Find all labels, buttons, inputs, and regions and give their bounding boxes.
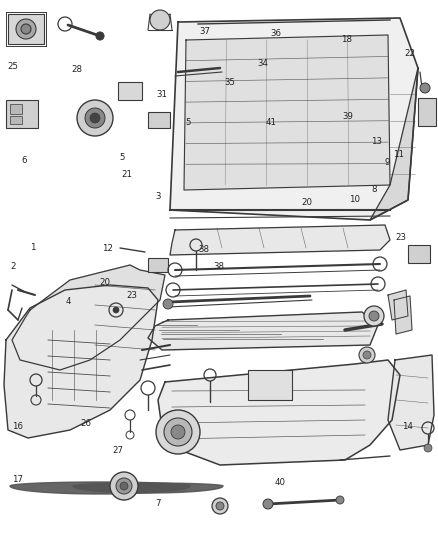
Text: 22: 22 — [404, 49, 415, 58]
Polygon shape — [73, 483, 223, 493]
Text: 41: 41 — [266, 118, 277, 127]
Polygon shape — [388, 290, 408, 320]
Text: 10: 10 — [349, 196, 360, 204]
Circle shape — [363, 351, 371, 359]
Text: 23: 23 — [126, 292, 137, 300]
Circle shape — [156, 410, 200, 454]
Polygon shape — [10, 482, 190, 494]
Circle shape — [369, 311, 379, 321]
Text: 2: 2 — [11, 262, 16, 271]
Polygon shape — [158, 360, 400, 465]
Circle shape — [212, 498, 228, 514]
Text: 6: 6 — [21, 157, 27, 165]
FancyBboxPatch shape — [10, 116, 22, 124]
Text: 4: 4 — [65, 297, 71, 305]
Text: 8: 8 — [372, 185, 377, 193]
Text: 21: 21 — [121, 171, 133, 179]
Text: 11: 11 — [393, 150, 404, 159]
Circle shape — [110, 472, 138, 500]
Circle shape — [336, 496, 344, 504]
Circle shape — [77, 100, 113, 136]
Circle shape — [96, 32, 104, 40]
Polygon shape — [394, 296, 412, 334]
Text: 17: 17 — [12, 475, 23, 484]
Text: 38: 38 — [198, 245, 209, 254]
FancyBboxPatch shape — [418, 98, 436, 126]
Circle shape — [21, 24, 31, 34]
Text: 5: 5 — [186, 118, 191, 127]
Text: 25: 25 — [7, 62, 19, 71]
Circle shape — [16, 19, 36, 39]
Polygon shape — [148, 312, 378, 350]
Circle shape — [420, 83, 430, 93]
Circle shape — [150, 10, 170, 30]
Text: 36: 36 — [270, 29, 282, 37]
Circle shape — [263, 499, 273, 509]
Polygon shape — [4, 285, 158, 438]
Text: 3: 3 — [155, 192, 160, 200]
Text: 35: 35 — [224, 78, 236, 87]
Text: 20: 20 — [99, 278, 111, 287]
Text: 16: 16 — [12, 422, 23, 431]
Polygon shape — [370, 68, 418, 220]
Text: 9: 9 — [385, 158, 390, 167]
Polygon shape — [184, 35, 390, 190]
Text: 12: 12 — [102, 245, 113, 253]
Circle shape — [163, 299, 173, 309]
Text: 28: 28 — [71, 65, 82, 74]
Circle shape — [171, 425, 185, 439]
Text: 34: 34 — [257, 60, 268, 68]
Circle shape — [216, 502, 224, 510]
Circle shape — [85, 108, 105, 128]
Text: 40: 40 — [275, 478, 286, 487]
Circle shape — [90, 113, 100, 123]
Circle shape — [364, 306, 384, 326]
FancyBboxPatch shape — [10, 104, 22, 114]
Text: 1: 1 — [30, 244, 35, 252]
FancyBboxPatch shape — [148, 258, 168, 272]
FancyBboxPatch shape — [8, 14, 44, 44]
Text: 39: 39 — [343, 112, 353, 120]
FancyBboxPatch shape — [148, 112, 170, 128]
Text: 27: 27 — [113, 446, 124, 455]
Text: 7: 7 — [155, 499, 160, 508]
Polygon shape — [388, 355, 434, 450]
Text: 31: 31 — [156, 91, 168, 99]
Polygon shape — [170, 225, 390, 255]
Circle shape — [164, 418, 192, 446]
Text: 20: 20 — [301, 198, 312, 207]
Text: 5: 5 — [120, 153, 125, 161]
Circle shape — [120, 482, 128, 490]
Text: 26: 26 — [80, 419, 91, 428]
Circle shape — [359, 347, 375, 363]
Circle shape — [116, 478, 132, 494]
Polygon shape — [170, 18, 418, 220]
FancyBboxPatch shape — [408, 245, 430, 263]
Text: 18: 18 — [340, 36, 352, 44]
Text: 37: 37 — [199, 28, 211, 36]
Polygon shape — [12, 265, 165, 370]
FancyBboxPatch shape — [6, 100, 38, 128]
FancyBboxPatch shape — [248, 370, 292, 400]
Text: 14: 14 — [402, 422, 413, 431]
Circle shape — [424, 444, 432, 452]
Text: 38: 38 — [213, 262, 225, 271]
Circle shape — [113, 307, 119, 313]
FancyBboxPatch shape — [118, 82, 142, 100]
Text: 13: 13 — [371, 137, 382, 146]
Text: 23: 23 — [395, 233, 406, 241]
